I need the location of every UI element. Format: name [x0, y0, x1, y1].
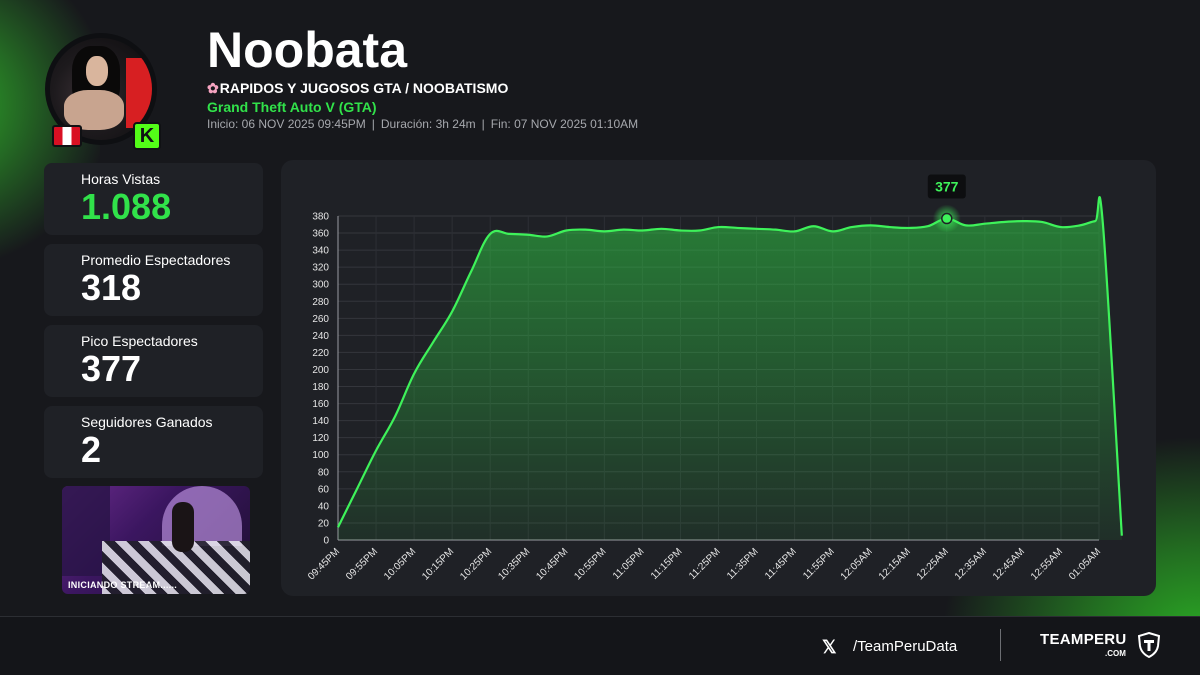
y-tick-label: 340 [312, 246, 329, 257]
peru-flag-icon [52, 125, 82, 147]
x-tick-label: 12:35AM [953, 546, 989, 582]
end-time: Fin: 07 NOV 2025 01:10AM [490, 117, 639, 131]
y-tick-label: 40 [318, 501, 330, 512]
viewers-chart-svg: 0 20 40 60 80 100 120 140 160 180 200 220 240 260 280 3… [306, 174, 1123, 582]
start-time: Inicio: 06 NOV 2025 09:45PM [207, 117, 366, 131]
x-tick-label: 12:15AM [877, 546, 913, 582]
stat-value: 2 [81, 429, 102, 470]
peak-label-box [927, 174, 966, 199]
y-tick-label: 140 [312, 416, 329, 427]
x-tick-label: 12:55AM [1029, 546, 1065, 582]
brand-name[interactable]: TEAMPERU [1040, 631, 1127, 648]
stream-times: Inicio: 06 NOV 2025 09:45PM | Duración: 3h… [207, 117, 638, 131]
y-tick-label: 100 [312, 450, 329, 461]
x-tick-label: 11:25PM [687, 546, 723, 582]
y-tick-label: 240 [312, 331, 329, 342]
stream-title-text: RAPIDOS Y JUGOSOS GTA / NOOBATISMO [219, 80, 509, 96]
stat-card-hours-watched: Horas Vistas 1.088 [44, 163, 263, 235]
channel-name: Noobata [207, 22, 407, 78]
x-tick-label: 12:25AM [915, 546, 951, 582]
stream-header: K Noobata ✿RAPIDOS Y JUGOSOS GTA / NOOBA… [0, 0, 1200, 160]
y-tick-label: 20 [318, 518, 330, 529]
duration: Duración: 3h 24m [380, 117, 476, 131]
x-tick-label: 11:45PM [763, 546, 799, 582]
peak-label: 377 [935, 179, 959, 195]
cherry-blossom-icon: ✿ [207, 80, 219, 96]
x-tick-label: 10:25PM [458, 546, 494, 582]
stat-card-average-viewers: Promedio Espectadores 318 [44, 244, 263, 316]
stat-label: Pico Espectadores [81, 333, 198, 349]
stat-value: 318 [81, 267, 142, 308]
x-tick-label: 11:55PM [801, 546, 837, 582]
avatar [45, 33, 157, 145]
game-name: Grand Theft Auto V (GTA) [207, 99, 377, 115]
x-tick-label: 11:15PM [649, 546, 685, 582]
x-tick-label: 01:05AM [1067, 546, 1103, 582]
brand-domain: .COM [1105, 649, 1126, 658]
x-tick-label: 10:15PM [420, 546, 456, 582]
viewers-line [337, 196, 1123, 536]
y-tick-label: 80 [318, 467, 330, 478]
stat-card-peak-viewers: Pico Espectadores 377 [44, 325, 263, 397]
footer: 𝕏 /TeamPeruData TEAMPERU .COM [0, 617, 1200, 675]
y-tick-label: 360 [312, 229, 329, 240]
stat-card-followers-gained: Seguidores Ganados 2 [44, 406, 263, 478]
x-tick-label: 09:55PM [344, 546, 380, 582]
stat-value: 377 [81, 348, 142, 389]
x-tick-label: 11:35PM [725, 546, 761, 582]
stream-thumbnail: INICIANDO STREAM...... [62, 486, 250, 594]
x-tick-label: 10:45PM [534, 546, 570, 582]
x-tick-label: 10:05PM [382, 546, 418, 582]
y-tick-label: 200 [312, 365, 329, 376]
separator: | [481, 117, 485, 131]
y-tick-label: 60 [318, 484, 330, 495]
thumbnail-caption: INICIANDO STREAM...... [68, 580, 178, 590]
y-tick-label: 160 [312, 399, 329, 410]
stat-label: Seguidores Ganados [81, 414, 213, 430]
x-tick-label: 10:55PM [572, 546, 608, 582]
viewers-chart: 0 20 40 60 80 100 120 140 160 180 200 220 240 260 280 3… [281, 160, 1156, 596]
y-tick-label: 300 [312, 280, 329, 291]
x-tick-label: 12:05AM [839, 546, 875, 582]
stat-label: Promedio Espectadores [81, 252, 231, 268]
y-tick-label: 320 [312, 263, 329, 274]
y-tick-label: 0 [323, 536, 329, 547]
stat-label: Horas Vistas [81, 171, 161, 187]
stream-title: ✿RAPIDOS Y JUGOSOS GTA / NOOBATISMO [207, 80, 508, 97]
y-tick-label: 180 [312, 382, 329, 393]
y-tick-label: 380 [312, 212, 329, 223]
social-handle[interactable]: /TeamPeruData [853, 638, 958, 655]
x-tick-label: 12:45AM [991, 546, 1027, 582]
x-logo-icon[interactable]: 𝕏 [822, 637, 837, 657]
x-tick-label: 10:35PM [496, 546, 532, 582]
x-tick-label: 11:05PM [611, 546, 647, 582]
footer-separator [1000, 629, 1001, 661]
kick-platform-icon: K [133, 122, 161, 150]
y-tick-label: 120 [312, 433, 329, 444]
footer-divider-line [0, 616, 1200, 617]
y-tick-label: 260 [312, 314, 329, 325]
y-tick-label: 220 [312, 348, 329, 359]
x-tick-label: 09:45PM [306, 546, 342, 582]
stat-value: 1.088 [81, 186, 172, 227]
separator: | [371, 117, 375, 131]
viewers-area [338, 197, 1122, 540]
y-tick-label: 280 [312, 297, 329, 308]
shield-icon [1138, 632, 1160, 658]
peak-point [941, 212, 953, 225]
